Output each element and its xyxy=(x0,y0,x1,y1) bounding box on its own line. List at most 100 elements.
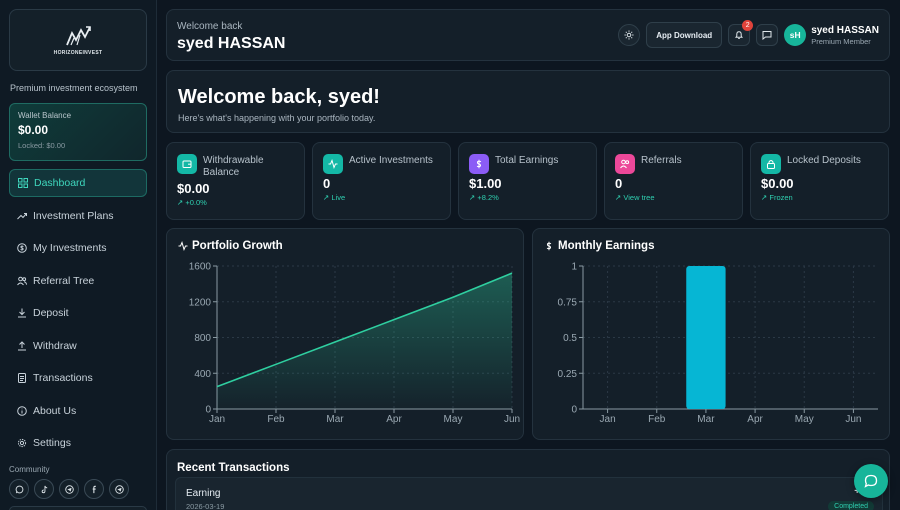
chat-support-button[interactable] xyxy=(854,464,888,498)
x-tick-label: Jan xyxy=(209,414,225,425)
sidebar-footer-card xyxy=(9,506,147,510)
sidebar-item-label: Transactions xyxy=(33,372,93,384)
grid-icon xyxy=(18,178,28,188)
recent-transactions-card: Recent Transactions Earning 2026-03-19 +… xyxy=(166,449,890,510)
stat-active-investments: Active Investments 0 ↗ Live xyxy=(312,142,451,220)
wallet-icon xyxy=(177,154,197,174)
wallet-locked: Locked: $0.00 xyxy=(18,141,66,150)
sidebar-item-investment-plans[interactable]: Investment Plans xyxy=(9,202,147,230)
table-row[interactable]: Earning 2026-03-19 +$1. Completed xyxy=(175,477,883,510)
dollar-circle-icon xyxy=(17,243,27,253)
y-tick-label: 1 xyxy=(571,262,577,273)
activity-icon xyxy=(323,154,343,174)
stat-value: 0 xyxy=(323,176,331,191)
monthly-earnings-chart: 0 0.25 0.5 0.75 1 Jan Feb Mar Apr May Jun xyxy=(558,262,878,425)
monthly-earnings-card: Monthly Earnings 0 0.25 0.5 0.75 1 Jan Feb Mar A… xyxy=(532,228,890,440)
profile-name: syed HASSAN xyxy=(811,24,879,36)
x-tick-label: Mar xyxy=(697,414,715,425)
welcome-banner: Welcome back, syed! Here's what's happen… xyxy=(166,70,890,133)
telegram-icon[interactable] xyxy=(109,479,129,499)
stat-label: Referrals xyxy=(641,155,682,166)
stat-referrals: Referrals 0 ↗ View tree xyxy=(604,142,743,220)
community-label: Community xyxy=(9,465,50,474)
users-icon xyxy=(17,276,27,285)
y-tick-label: 0.75 xyxy=(558,297,578,308)
chat-icon xyxy=(864,474,878,488)
notification-badge: 2 xyxy=(742,20,754,31)
download-icon xyxy=(18,308,26,318)
dollar-icon xyxy=(469,154,489,174)
stat-sub: ↗ +8.2% xyxy=(469,193,499,202)
sidebar-item-label: About Us xyxy=(33,404,77,417)
sidebar-item-label: Withdraw xyxy=(33,339,77,352)
stat-sub: ↗ Frozen xyxy=(761,193,793,202)
banner-title: Welcome back, syed! xyxy=(178,86,380,108)
sidebar-item-withdraw[interactable]: Withdraw xyxy=(9,332,147,360)
x-tick-label: Jun xyxy=(845,414,861,425)
info-icon xyxy=(17,405,27,416)
community-links xyxy=(9,479,147,499)
stat-sub: ↗ Live xyxy=(323,193,346,202)
profile-role: Premium Member xyxy=(811,36,871,46)
sidebar-item-about-us[interactable]: About Us xyxy=(9,397,147,425)
sidebar-item-referral-tree[interactable]: Referral Tree xyxy=(9,267,147,295)
telegram-icon[interactable] xyxy=(59,479,79,499)
theme-toggle-button[interactable] xyxy=(618,24,641,46)
logo-icon xyxy=(66,25,91,45)
app-download-button[interactable]: App Download xyxy=(646,22,723,48)
view-tree-link[interactable]: ↗ View tree xyxy=(615,193,655,202)
whatsapp-icon[interactable] xyxy=(9,479,29,499)
message-icon xyxy=(762,31,772,40)
area-fill xyxy=(217,273,512,409)
bar xyxy=(686,266,726,409)
chart-title: Portfolio Growth xyxy=(178,240,283,252)
dollar-icon xyxy=(546,241,552,251)
lock-icon xyxy=(761,154,781,174)
logo-text: HORIZONEINVEST xyxy=(53,49,103,56)
y-tick-label: 0 xyxy=(205,405,211,416)
messages-button[interactable] xyxy=(756,24,779,46)
stat-value: 0 xyxy=(615,176,623,191)
wallet-balance-card: Wallet Balance $0.00 Locked: $0.00 xyxy=(9,103,147,161)
x-tick-label: Apr xyxy=(386,414,402,425)
bell-icon xyxy=(735,31,744,39)
sidebar-item-dashboard[interactable]: Dashboard xyxy=(9,169,147,197)
banner-subtitle: Here's what's happening with your portfo… xyxy=(178,113,376,123)
tx-type: Earning xyxy=(186,488,221,499)
sidebar-item-label: Deposit xyxy=(33,307,69,319)
chart-title: Monthly Earnings xyxy=(544,240,654,252)
sidebar-item-label: Dashboard xyxy=(34,177,86,189)
series-line xyxy=(216,272,513,388)
x-tick-label: May xyxy=(795,414,814,425)
sidebar-item-label: Investment Plans xyxy=(33,209,114,222)
header-user-name: syed HASSAN xyxy=(177,35,286,52)
sidebar: HORIZONEINVEST Premium investment ecosys… xyxy=(0,0,157,510)
y-tick-label: 800 xyxy=(194,333,211,344)
x-tick-label: Feb xyxy=(267,414,285,425)
stat-label: Total Earnings xyxy=(495,155,559,166)
stat-label: Active Investments xyxy=(349,155,433,166)
sidebar-item-transactions[interactable]: Transactions xyxy=(9,364,147,392)
sun-icon xyxy=(624,30,634,40)
stat-value: $0.00 xyxy=(761,176,794,191)
sidebar-item-settings[interactable]: Settings xyxy=(9,429,147,457)
stat-total-earnings: Total Earnings $1.00 ↗ +8.2% xyxy=(458,142,597,220)
stat-locked-deposits: Locked Deposits $0.00 ↗ Frozen xyxy=(750,142,889,220)
wallet-label: Wallet Balance xyxy=(18,111,72,120)
sidebar-item-my-investments[interactable]: My Investments xyxy=(9,234,147,262)
tiktok-icon[interactable] xyxy=(34,479,54,499)
sidebar-nav: Dashboard Investment Plans My Investment… xyxy=(9,169,147,457)
upload-icon xyxy=(18,340,26,350)
sidebar-item-deposit[interactable]: Deposit xyxy=(9,299,147,327)
avatar[interactable]: sH xyxy=(784,24,807,46)
stat-label: Withdrawable Balance xyxy=(203,155,264,178)
brand-logo[interactable]: HORIZONEINVEST xyxy=(9,9,147,71)
portfolio-growth-chart: 0 400 800 1200 1600 Jan Feb Mar Apr May Jun xyxy=(189,262,520,426)
notifications-button[interactable]: 2 xyxy=(728,20,754,46)
x-tick-label: Jan xyxy=(600,414,616,425)
y-tick-label: 400 xyxy=(194,369,211,380)
sidebar-item-label: Settings xyxy=(33,437,71,449)
sidebar-item-label: Referral Tree xyxy=(33,274,95,287)
facebook-icon[interactable] xyxy=(84,479,104,499)
brand-tagline: Premium investment ecosystem xyxy=(10,83,138,93)
